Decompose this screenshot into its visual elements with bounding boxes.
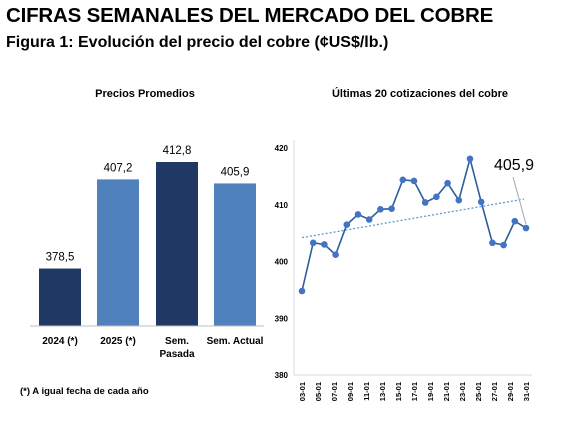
x-tick-label: 17-01 (410, 382, 419, 401)
bar-category-label: Pasada (159, 349, 194, 360)
x-tick-label: 03-01 (298, 382, 307, 401)
y-tick-label: 390 (275, 314, 289, 323)
data-point (388, 205, 395, 213)
data-point (489, 239, 496, 247)
x-tick-label: 11-01 (362, 382, 371, 401)
y-tick-label: 400 (275, 258, 289, 267)
x-tick-label: 15-01 (394, 382, 403, 401)
x-tick-label: 31-01 (522, 382, 531, 401)
x-tick-label: 27-01 (490, 382, 499, 401)
data-point (410, 177, 418, 185)
bar-category-label: Sem. Actual (207, 336, 264, 347)
data-point (444, 179, 451, 187)
x-tick-label: 07-01 (330, 382, 339, 401)
x-tick-label: 23-01 (458, 382, 467, 401)
x-tick-label: 19-01 (426, 382, 435, 401)
data-point (511, 217, 519, 225)
x-tick-label: 05-01 (314, 382, 323, 401)
y-tick-label: 410 (275, 201, 289, 210)
average-prices-bar-chart: Precios Promedios 378,5 2024 (*) 407,2 2025 … (20, 88, 264, 397)
data-point (354, 211, 362, 218)
line-chart-title: Últimas 20 cotizaciones del cobre (332, 87, 508, 100)
x-tick-label: 25-01 (474, 382, 483, 401)
y-tick-label: 380 (275, 371, 289, 380)
data-point (309, 239, 317, 247)
data-point (522, 224, 530, 232)
bar-chart-title: Precios Promedios (95, 88, 195, 100)
y-tick-label: 420 (275, 144, 289, 153)
page-title: CIFRAS SEMANALES DEL MERCADO DEL COBRE (6, 4, 494, 27)
x-tick-label: 21-01 (442, 382, 451, 401)
data-point (332, 251, 339, 258)
data-point (399, 176, 407, 184)
bar-2 (97, 179, 139, 326)
data-point (455, 196, 463, 204)
data-point (500, 241, 507, 249)
bar-category-label: 2025 (*) (100, 336, 136, 347)
figure-subtitle: Figura 1: Evolución del precio del cobre… (6, 34, 389, 51)
bar-4 (214, 183, 256, 326)
bar-3 (156, 162, 198, 326)
bar-value-label: 378,5 (46, 252, 75, 264)
data-point (377, 205, 384, 213)
callout-leader (512, 176, 527, 225)
x-tick-label: 09-01 (346, 382, 355, 401)
data-point (477, 198, 485, 206)
bar-value-label: 412,8 (163, 145, 192, 157)
bar-value-label: 405,9 (221, 166, 250, 178)
data-point (298, 287, 306, 295)
trend-line (301, 198, 525, 239)
footnote: (*) A igual fecha de cada año (20, 386, 149, 397)
data-point (343, 221, 351, 228)
data-point (466, 155, 474, 163)
bar-1 (39, 268, 81, 326)
data-point (421, 199, 429, 206)
data-point (433, 193, 440, 201)
bar-category-label: Sem. (165, 336, 189, 347)
data-point (365, 216, 373, 223)
last-value-callout: 405,9 (494, 157, 534, 174)
bar-value-label: 407,2 (104, 162, 133, 174)
data-point (321, 241, 328, 248)
x-tick-label: 29-01 (506, 382, 515, 401)
bar-category-label: 2024 (*) (42, 336, 78, 347)
x-tick-label: 13-01 (378, 382, 387, 401)
